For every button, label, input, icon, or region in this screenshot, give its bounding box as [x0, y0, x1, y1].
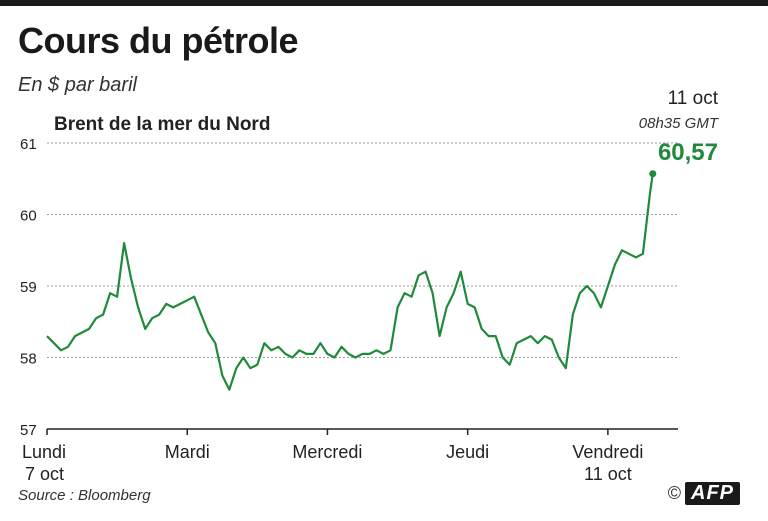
y-tick-label: 57 [20, 422, 37, 439]
copyright-icon: © [667, 483, 681, 503]
last-point-marker [649, 170, 657, 178]
x-tick-label: Lundi [22, 442, 66, 462]
y-tick-label: 60 [20, 208, 37, 225]
last-point-date: 11 oct [667, 88, 718, 109]
y-tick-label: 58 [20, 351, 37, 368]
x-tick-label: Mercredi [292, 442, 362, 462]
series-line-brent [46, 173, 654, 391]
source-note: Source : Bloomberg [18, 487, 151, 504]
y-tick-label: 59 [20, 279, 37, 296]
afp-logo: AFP [685, 482, 740, 505]
x-tick-label: Jeudi [446, 442, 489, 462]
last-point-time: 08h35 GMT [638, 115, 718, 132]
series-label: Brent de la mer du Nord [54, 114, 271, 135]
chart-subtitle: En $ par baril [18, 74, 137, 96]
x-tick-sublabel: 11 oct [584, 464, 632, 484]
agency-credit: © AFP [668, 482, 740, 505]
y-tick-label: 61 [20, 136, 37, 153]
chart-title: Cours du pétrole [18, 20, 299, 61]
top-rule [0, 0, 768, 6]
x-tick-label: Vendredi [572, 442, 643, 462]
x-tick-label: Mardi [165, 442, 210, 462]
x-tick-sublabel: 7 oct [25, 464, 64, 484]
